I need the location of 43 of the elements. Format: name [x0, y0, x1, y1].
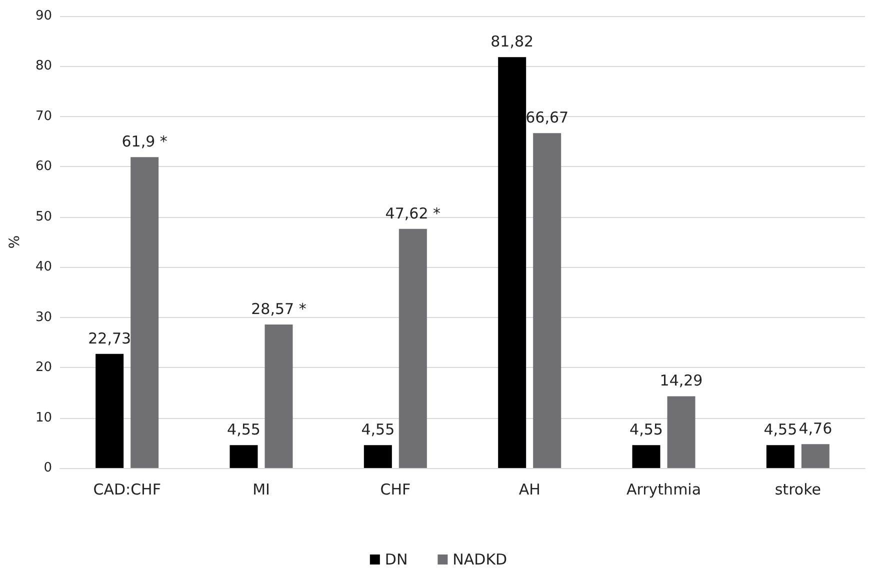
y-tick-label: 80: [35, 58, 52, 74]
bar: [667, 396, 696, 468]
bar: [632, 445, 660, 468]
x-tick-label: MI: [252, 480, 270, 498]
bar: [264, 324, 293, 468]
legend-label: DN: [384, 550, 408, 568]
y-tick-label: 20: [35, 360, 52, 376]
x-tick-label: Arrythmia: [626, 480, 702, 498]
bar: [96, 354, 124, 468]
bar: [364, 445, 392, 468]
y-tick-label: 50: [35, 209, 52, 224]
data-label: 66,67: [526, 108, 569, 127]
x-tick-label: AH: [518, 480, 540, 498]
data-label: 4,76: [798, 420, 832, 438]
bar: [130, 157, 159, 468]
y-tick-label: 70: [35, 108, 52, 124]
y-tick-label: 60: [35, 159, 52, 174]
data-label: 4,55: [630, 420, 663, 439]
bar: [498, 57, 526, 468]
data-label: 4,55: [764, 420, 798, 439]
y-tick-label: 90: [35, 8, 52, 24]
bar: [230, 445, 258, 468]
x-tick-label: CAD:CHF: [93, 480, 161, 498]
y-axis-title: %: [7, 235, 23, 249]
y-tick-label: 10: [35, 410, 52, 426]
bar: [801, 444, 830, 468]
data-label: 4,55: [361, 420, 395, 439]
data-label: 4,55: [227, 420, 260, 439]
bar: [766, 445, 794, 468]
data-label: 61,9 *: [122, 132, 168, 151]
y-tick-label: 0: [44, 460, 52, 476]
y-tick-label: 30: [35, 310, 52, 325]
bar: [533, 133, 562, 468]
data-label: 47,62 *: [385, 204, 442, 222]
data-label: 14,29: [660, 372, 703, 390]
bar: [398, 228, 427, 468]
data-label: 81,82: [490, 32, 534, 51]
y-tick-label: 40: [35, 260, 52, 275]
legend-label: NADKD: [452, 550, 508, 568]
x-tick-label: CHF: [380, 480, 411, 498]
data-label: 28,57 *: [251, 300, 307, 318]
x-tick-label: stroke: [774, 480, 821, 498]
data-label: 22,73: [88, 329, 132, 348]
